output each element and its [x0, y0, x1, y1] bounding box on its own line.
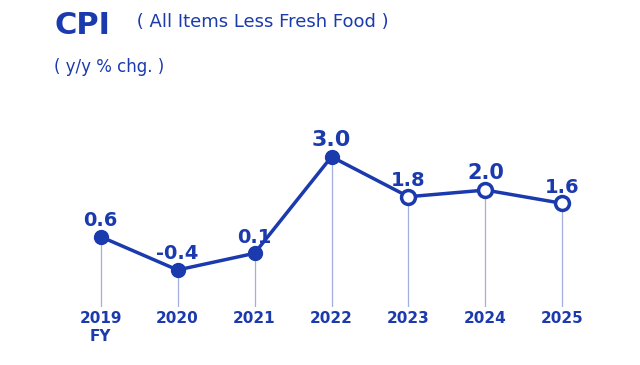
- Text: 2.0: 2.0: [467, 164, 504, 183]
- Text: ( All Items Less Fresh Food ): ( All Items Less Fresh Food ): [131, 13, 389, 31]
- Text: 1.8: 1.8: [391, 171, 426, 190]
- Text: 3.0: 3.0: [312, 130, 351, 150]
- Text: CPI: CPI: [54, 11, 111, 40]
- Text: 0.1: 0.1: [237, 228, 272, 247]
- Text: -0.4: -0.4: [156, 244, 199, 263]
- Text: 0.6: 0.6: [83, 211, 118, 230]
- Text: 1.6: 1.6: [545, 178, 580, 197]
- Text: ( y/y % chg. ): ( y/y % chg. ): [54, 58, 164, 76]
